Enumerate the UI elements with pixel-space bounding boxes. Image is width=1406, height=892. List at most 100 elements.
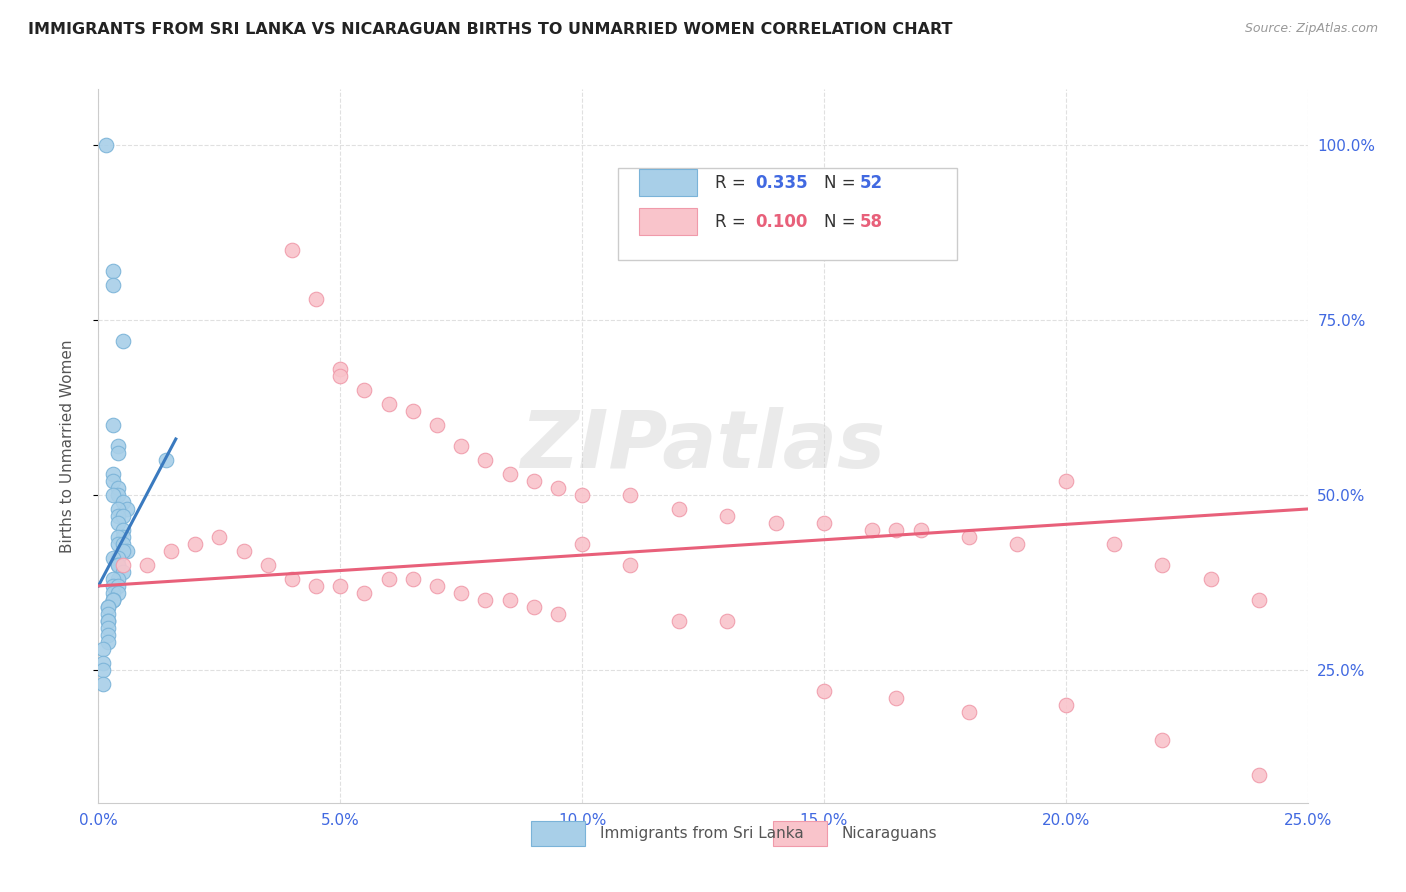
Point <box>1152 732 1174 747</box>
Point <box>111 334 134 348</box>
Point <box>107 572 129 586</box>
Point <box>1249 593 1271 607</box>
Point <box>101 593 124 607</box>
Point <box>232 544 254 558</box>
Point <box>97 635 120 649</box>
Point <box>135 558 157 572</box>
Point <box>329 369 352 384</box>
Point <box>619 558 641 572</box>
Text: 52: 52 <box>860 174 883 192</box>
Point <box>107 516 129 530</box>
FancyBboxPatch shape <box>638 209 697 235</box>
FancyBboxPatch shape <box>638 169 697 196</box>
Point <box>107 508 129 523</box>
Point <box>716 614 738 628</box>
Point <box>97 614 120 628</box>
Point <box>474 453 496 467</box>
Point <box>256 558 278 572</box>
Text: Source: ZipAtlas.com: Source: ZipAtlas.com <box>1244 22 1378 36</box>
Point <box>101 278 124 293</box>
Point <box>101 579 124 593</box>
Point <box>107 558 129 572</box>
Point <box>668 502 690 516</box>
Point <box>402 572 425 586</box>
Point <box>94 138 117 153</box>
Point <box>111 508 134 523</box>
Point <box>160 544 183 558</box>
Point <box>1054 474 1077 488</box>
Point <box>184 537 207 551</box>
Point <box>1199 572 1222 586</box>
Point <box>101 550 124 565</box>
Point <box>860 523 883 537</box>
Point <box>668 614 690 628</box>
Point <box>402 404 425 418</box>
Point <box>377 572 399 586</box>
Text: N =: N = <box>824 213 860 231</box>
Point <box>91 641 114 656</box>
Point <box>107 481 129 495</box>
Text: 0.100: 0.100 <box>755 213 807 231</box>
Point <box>111 537 134 551</box>
Point <box>107 446 129 460</box>
Point <box>97 621 120 635</box>
Point <box>101 572 124 586</box>
Point <box>91 677 114 691</box>
Point <box>101 474 124 488</box>
Point <box>101 264 124 278</box>
Point <box>305 579 328 593</box>
Point <box>353 383 375 397</box>
Point <box>111 530 134 544</box>
Point <box>101 417 124 432</box>
Point <box>97 628 120 642</box>
Point <box>97 599 120 614</box>
Point <box>619 488 641 502</box>
Text: 0.335: 0.335 <box>755 174 807 192</box>
Point <box>111 544 134 558</box>
Point <box>886 690 908 705</box>
FancyBboxPatch shape <box>619 168 957 260</box>
Point <box>886 523 908 537</box>
Point <box>1102 537 1125 551</box>
Point <box>97 607 120 621</box>
FancyBboxPatch shape <box>772 821 827 846</box>
Point <box>107 550 129 565</box>
Point <box>813 684 835 698</box>
Point <box>571 488 593 502</box>
Point <box>498 593 520 607</box>
Point <box>1054 698 1077 712</box>
Point <box>910 523 932 537</box>
Point <box>117 502 139 516</box>
Point <box>155 453 177 467</box>
Point <box>957 705 980 719</box>
Point <box>117 544 139 558</box>
Point <box>91 663 114 677</box>
Point <box>281 572 304 586</box>
Point <box>101 593 124 607</box>
Point <box>498 467 520 481</box>
Point <box>101 488 124 502</box>
Point <box>813 516 835 530</box>
Point <box>305 292 328 306</box>
Point <box>523 599 546 614</box>
Text: ZIPatlas: ZIPatlas <box>520 407 886 485</box>
Point <box>1152 558 1174 572</box>
Text: N =: N = <box>824 174 860 192</box>
Point <box>716 508 738 523</box>
Point <box>1249 768 1271 782</box>
Point <box>329 362 352 376</box>
Point <box>107 488 129 502</box>
Point <box>107 537 129 551</box>
Point <box>281 243 304 257</box>
Point <box>1007 537 1029 551</box>
Y-axis label: Births to Unmarried Women: Births to Unmarried Women <box>60 339 75 553</box>
Point <box>353 586 375 600</box>
Point <box>523 474 546 488</box>
FancyBboxPatch shape <box>530 821 585 846</box>
Point <box>107 558 129 572</box>
Point <box>450 586 472 600</box>
Text: R =: R = <box>716 174 751 192</box>
Point <box>571 537 593 551</box>
Point <box>547 607 569 621</box>
Text: R =: R = <box>716 213 751 231</box>
